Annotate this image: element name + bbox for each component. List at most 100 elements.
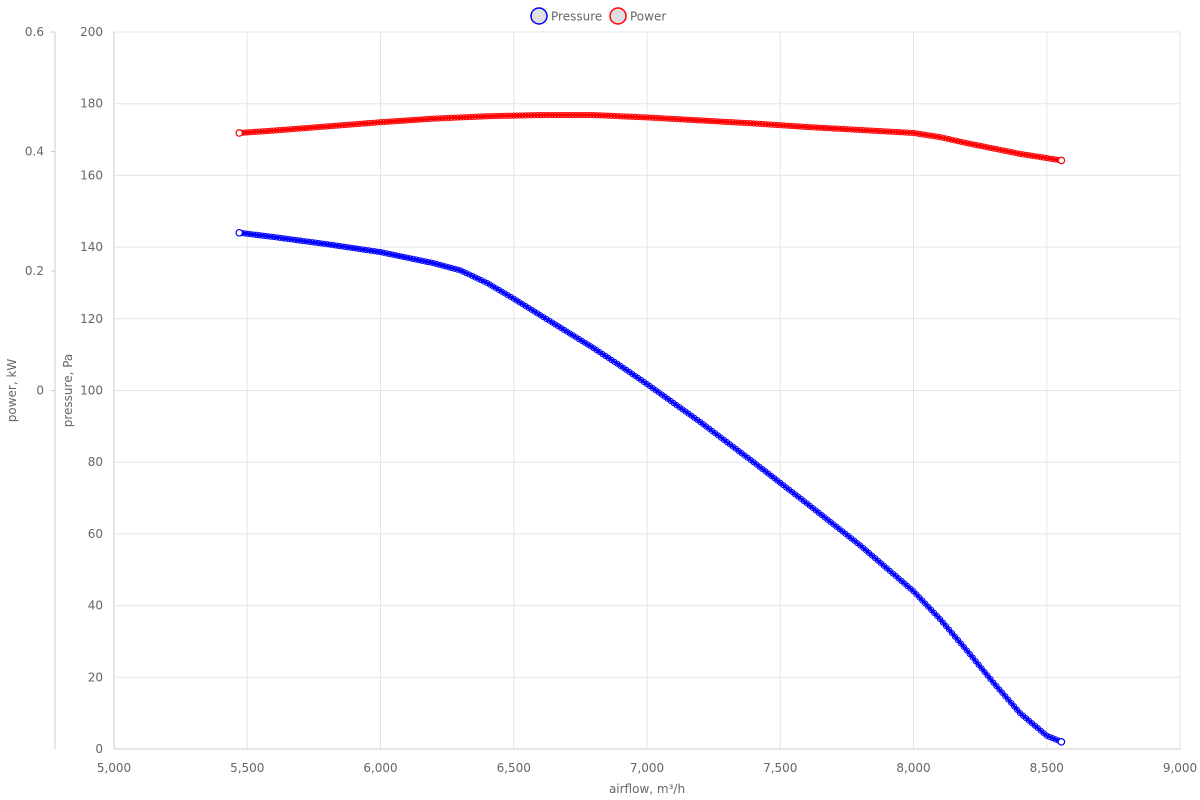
data-point (916, 130, 923, 138)
data-point (350, 245, 357, 252)
data-point (433, 260, 440, 268)
data-point (288, 236, 295, 243)
data-point (812, 124, 819, 131)
data-point (969, 654, 976, 661)
data-point (466, 271, 473, 278)
data-point (389, 118, 396, 125)
data-point (756, 120, 763, 127)
data-point (629, 113, 636, 120)
data-point (617, 113, 624, 120)
data-point (353, 245, 360, 252)
data-point (315, 124, 322, 131)
data-point (1034, 153, 1041, 160)
data-point (957, 138, 964, 145)
data-point (898, 129, 905, 136)
data-point (294, 125, 301, 132)
data-point (602, 112, 609, 119)
data-point (966, 140, 973, 147)
data-point (250, 128, 257, 136)
data-point (335, 122, 343, 129)
data-point (777, 122, 784, 129)
series-pressure (235, 228, 1066, 746)
data-point (661, 115, 668, 122)
data-point (534, 112, 541, 119)
data-point (315, 239, 322, 247)
data-point (291, 236, 298, 243)
series-line-pressure (237, 231, 1063, 744)
data-point (392, 118, 399, 125)
data-point (327, 241, 334, 248)
data-point (1002, 147, 1009, 155)
power-tick-label: 0.6 (25, 25, 44, 39)
data-point (874, 127, 882, 135)
data-point (332, 122, 340, 129)
data-point (259, 128, 266, 135)
data-point (975, 661, 982, 668)
data-point (519, 112, 526, 119)
data-point (439, 115, 446, 122)
data-point (469, 272, 476, 280)
data-point (359, 120, 366, 127)
data-point (1052, 736, 1059, 743)
data-point (371, 119, 378, 126)
data-point (552, 111, 559, 119)
data-point (794, 123, 802, 130)
data-point (457, 114, 464, 121)
legend-item-power[interactable]: Power (609, 7, 666, 25)
data-point (688, 116, 695, 124)
data-point (682, 116, 689, 123)
data-point (741, 119, 748, 127)
data-point (513, 112, 520, 119)
data-point (771, 121, 778, 128)
data-point (344, 244, 352, 251)
data-point (256, 232, 263, 239)
data-point (478, 113, 485, 120)
data-point (265, 233, 272, 240)
data-point (386, 118, 393, 125)
data-point (288, 126, 295, 133)
data-point (1022, 151, 1030, 158)
data-point (404, 254, 411, 261)
data-point (720, 118, 728, 125)
data-point (889, 128, 896, 135)
data-point (599, 112, 606, 119)
legend-item-pressure[interactable]: Pressure (530, 7, 602, 25)
data-point (590, 111, 597, 119)
pressure-tick-label: 80 (88, 455, 103, 469)
data-point (729, 119, 736, 126)
data-point (744, 119, 751, 127)
data-point (424, 258, 431, 266)
data-point (747, 120, 754, 127)
data-point (1049, 735, 1056, 742)
data-point (987, 144, 994, 152)
data-point (267, 233, 275, 240)
data-point (412, 256, 420, 263)
data-point (863, 127, 870, 134)
data-point (330, 242, 337, 249)
data-point (614, 113, 621, 120)
data-point (646, 114, 654, 121)
data-point (569, 111, 577, 119)
data-point (948, 136, 956, 143)
data-point (563, 111, 571, 119)
data-point (262, 232, 269, 240)
data-point (706, 117, 713, 125)
data-point (478, 277, 485, 284)
data-point (768, 121, 775, 128)
data-point (276, 127, 283, 134)
data-point (418, 257, 426, 264)
data-point (427, 259, 434, 266)
data-point (697, 117, 704, 124)
data-point (356, 245, 363, 253)
data-point (448, 114, 455, 121)
data-point (407, 255, 414, 262)
data-point (783, 122, 790, 129)
data-point (321, 240, 328, 247)
data-point (344, 121, 352, 128)
data-point (256, 128, 263, 135)
data-point (880, 128, 887, 135)
data-point (267, 127, 275, 134)
data-point (605, 112, 612, 119)
data-point (963, 140, 970, 147)
data-point (253, 231, 260, 239)
